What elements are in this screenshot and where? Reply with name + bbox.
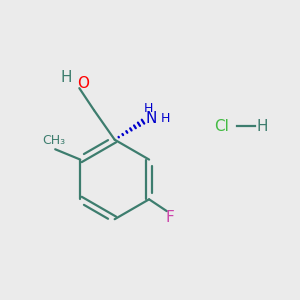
- Text: H: H: [144, 102, 153, 115]
- Text: CH₃: CH₃: [42, 134, 65, 147]
- Text: Cl: Cl: [214, 119, 229, 134]
- Text: H: H: [60, 70, 72, 86]
- Text: O: O: [77, 76, 89, 91]
- Text: H: H: [256, 119, 268, 134]
- Text: N: N: [146, 111, 157, 126]
- Text: F: F: [166, 210, 175, 225]
- Text: H: H: [160, 112, 170, 125]
